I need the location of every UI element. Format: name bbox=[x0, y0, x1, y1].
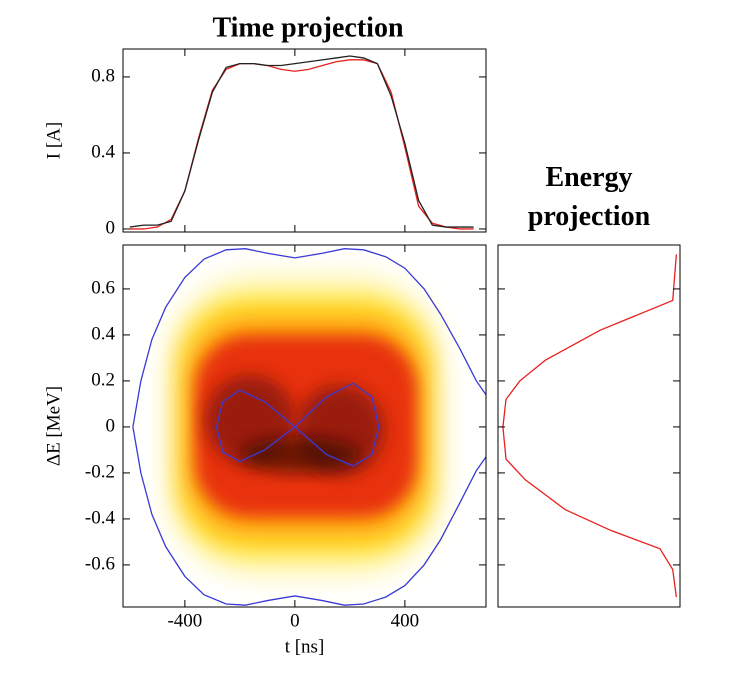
frame bbox=[122, 244, 487, 608]
y-tick-label: 0.2 bbox=[91, 369, 115, 390]
x-tick-label: -400 bbox=[167, 610, 202, 631]
series-line bbox=[502, 254, 678, 598]
series-line bbox=[132, 248, 487, 428]
y-tick-label: 0.4 bbox=[91, 323, 115, 344]
series-line bbox=[129, 55, 474, 228]
x-axis-label: t [ns] bbox=[285, 636, 325, 657]
y-tick-label: -0.2 bbox=[85, 461, 115, 482]
series-line bbox=[215, 382, 380, 467]
x-tick-label: 0 bbox=[290, 610, 300, 631]
y-tick-label: 0.4 bbox=[91, 141, 115, 162]
y-tick-label: -0.4 bbox=[85, 507, 116, 528]
frame bbox=[497, 244, 681, 608]
energy-title: Energy projection bbox=[527, 162, 651, 232]
y-tick-label: -0.6 bbox=[85, 553, 115, 574]
y-tick-label: 0.8 bbox=[91, 65, 115, 86]
y-axis-label: I [A] bbox=[43, 122, 64, 159]
y-tick-label: 0 bbox=[106, 217, 116, 238]
y-tick-label: 0 bbox=[106, 415, 116, 436]
frame bbox=[122, 48, 487, 233]
y-axis-label: ΔE [MeV] bbox=[43, 386, 64, 466]
y-tick-label: 0.6 bbox=[91, 277, 115, 298]
title: Time projection bbox=[212, 12, 403, 43]
series-line bbox=[132, 426, 487, 606]
series-line bbox=[129, 59, 474, 230]
density-map bbox=[170, 270, 440, 580]
x-tick-label: 400 bbox=[391, 610, 420, 631]
